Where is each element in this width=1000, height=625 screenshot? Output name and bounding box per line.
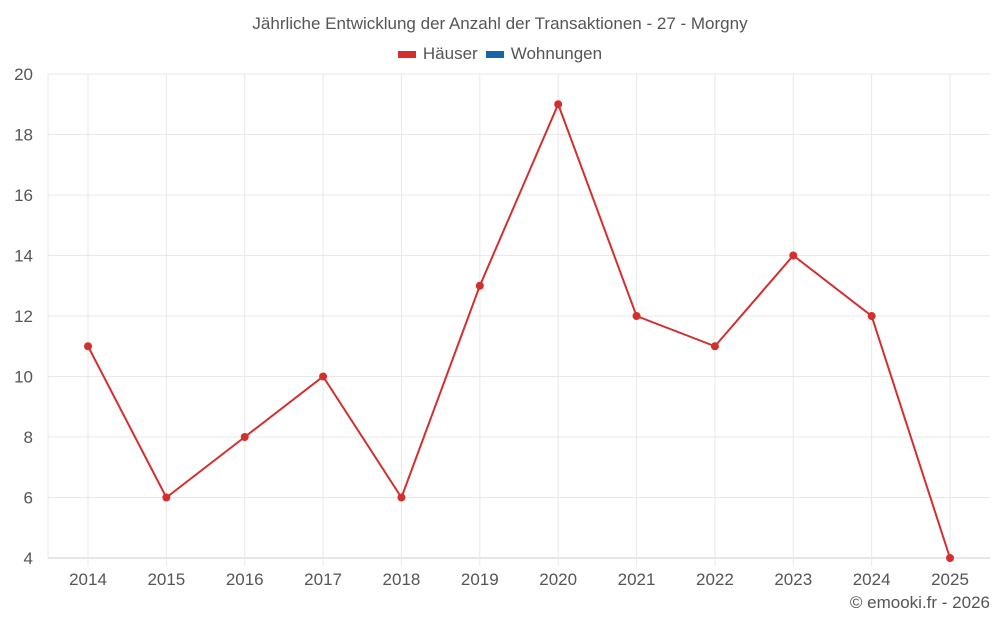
y-tick-label: 14 [14, 247, 33, 266]
legend-label: Häuser [422, 44, 478, 63]
y-tick-label: 18 [14, 126, 33, 145]
y-tick-label: 10 [14, 368, 33, 387]
data-point[interactable] [632, 312, 641, 320]
legend-item-apartments[interactable]: Wohnungen [485, 44, 603, 64]
y-tick-label: 6 [24, 489, 33, 508]
legend: Häuser Wohnungen [0, 44, 1000, 64]
x-tick-label: 2014 [69, 570, 107, 589]
y-tick-label: 8 [24, 428, 33, 447]
data-point[interactable] [84, 342, 92, 351]
data-point[interactable] [789, 251, 798, 260]
chart-title: Jährliche Entwicklung der Anzahl der Tra… [252, 14, 748, 33]
data-point[interactable] [475, 281, 484, 290]
x-tick-label: 2025 [931, 570, 969, 589]
x-tick-label: 2020 [539, 570, 577, 589]
y-tick-label: 20 [14, 65, 33, 84]
y-tick-label: 16 [14, 186, 33, 205]
x-tick-label: 2024 [853, 570, 891, 589]
data-point[interactable] [397, 493, 406, 502]
legend-label: Wohnungen [510, 44, 603, 63]
legend-item-houses[interactable]: Häuser [397, 44, 478, 64]
x-tick-label: 2015 [147, 570, 185, 589]
x-tick-label: 2023 [774, 570, 812, 589]
x-tick-label: 2016 [226, 570, 264, 589]
credit-text: © emooki.fr - 2026 [849, 593, 990, 612]
x-tick-label: 2017 [304, 570, 342, 589]
data-point[interactable] [710, 342, 719, 351]
x-tick-label: 2019 [461, 570, 499, 589]
x-tick-label: 2021 [618, 570, 656, 589]
data-point[interactable] [319, 372, 328, 381]
series-line [87, 101, 951, 559]
y-tick-label: 4 [24, 549, 33, 568]
y-tick-label: 12 [14, 307, 33, 326]
data-point[interactable] [554, 100, 563, 109]
data-point[interactable] [867, 312, 876, 320]
x-tick-label: 2018 [383, 570, 421, 589]
x-tick-label: 2022 [696, 570, 734, 589]
data-point[interactable] [946, 554, 954, 562]
data-point[interactable] [162, 493, 171, 502]
data-point[interactable] [240, 433, 249, 441]
houses-swatch-icon [397, 50, 416, 58]
apartments-swatch-icon [485, 50, 504, 58]
